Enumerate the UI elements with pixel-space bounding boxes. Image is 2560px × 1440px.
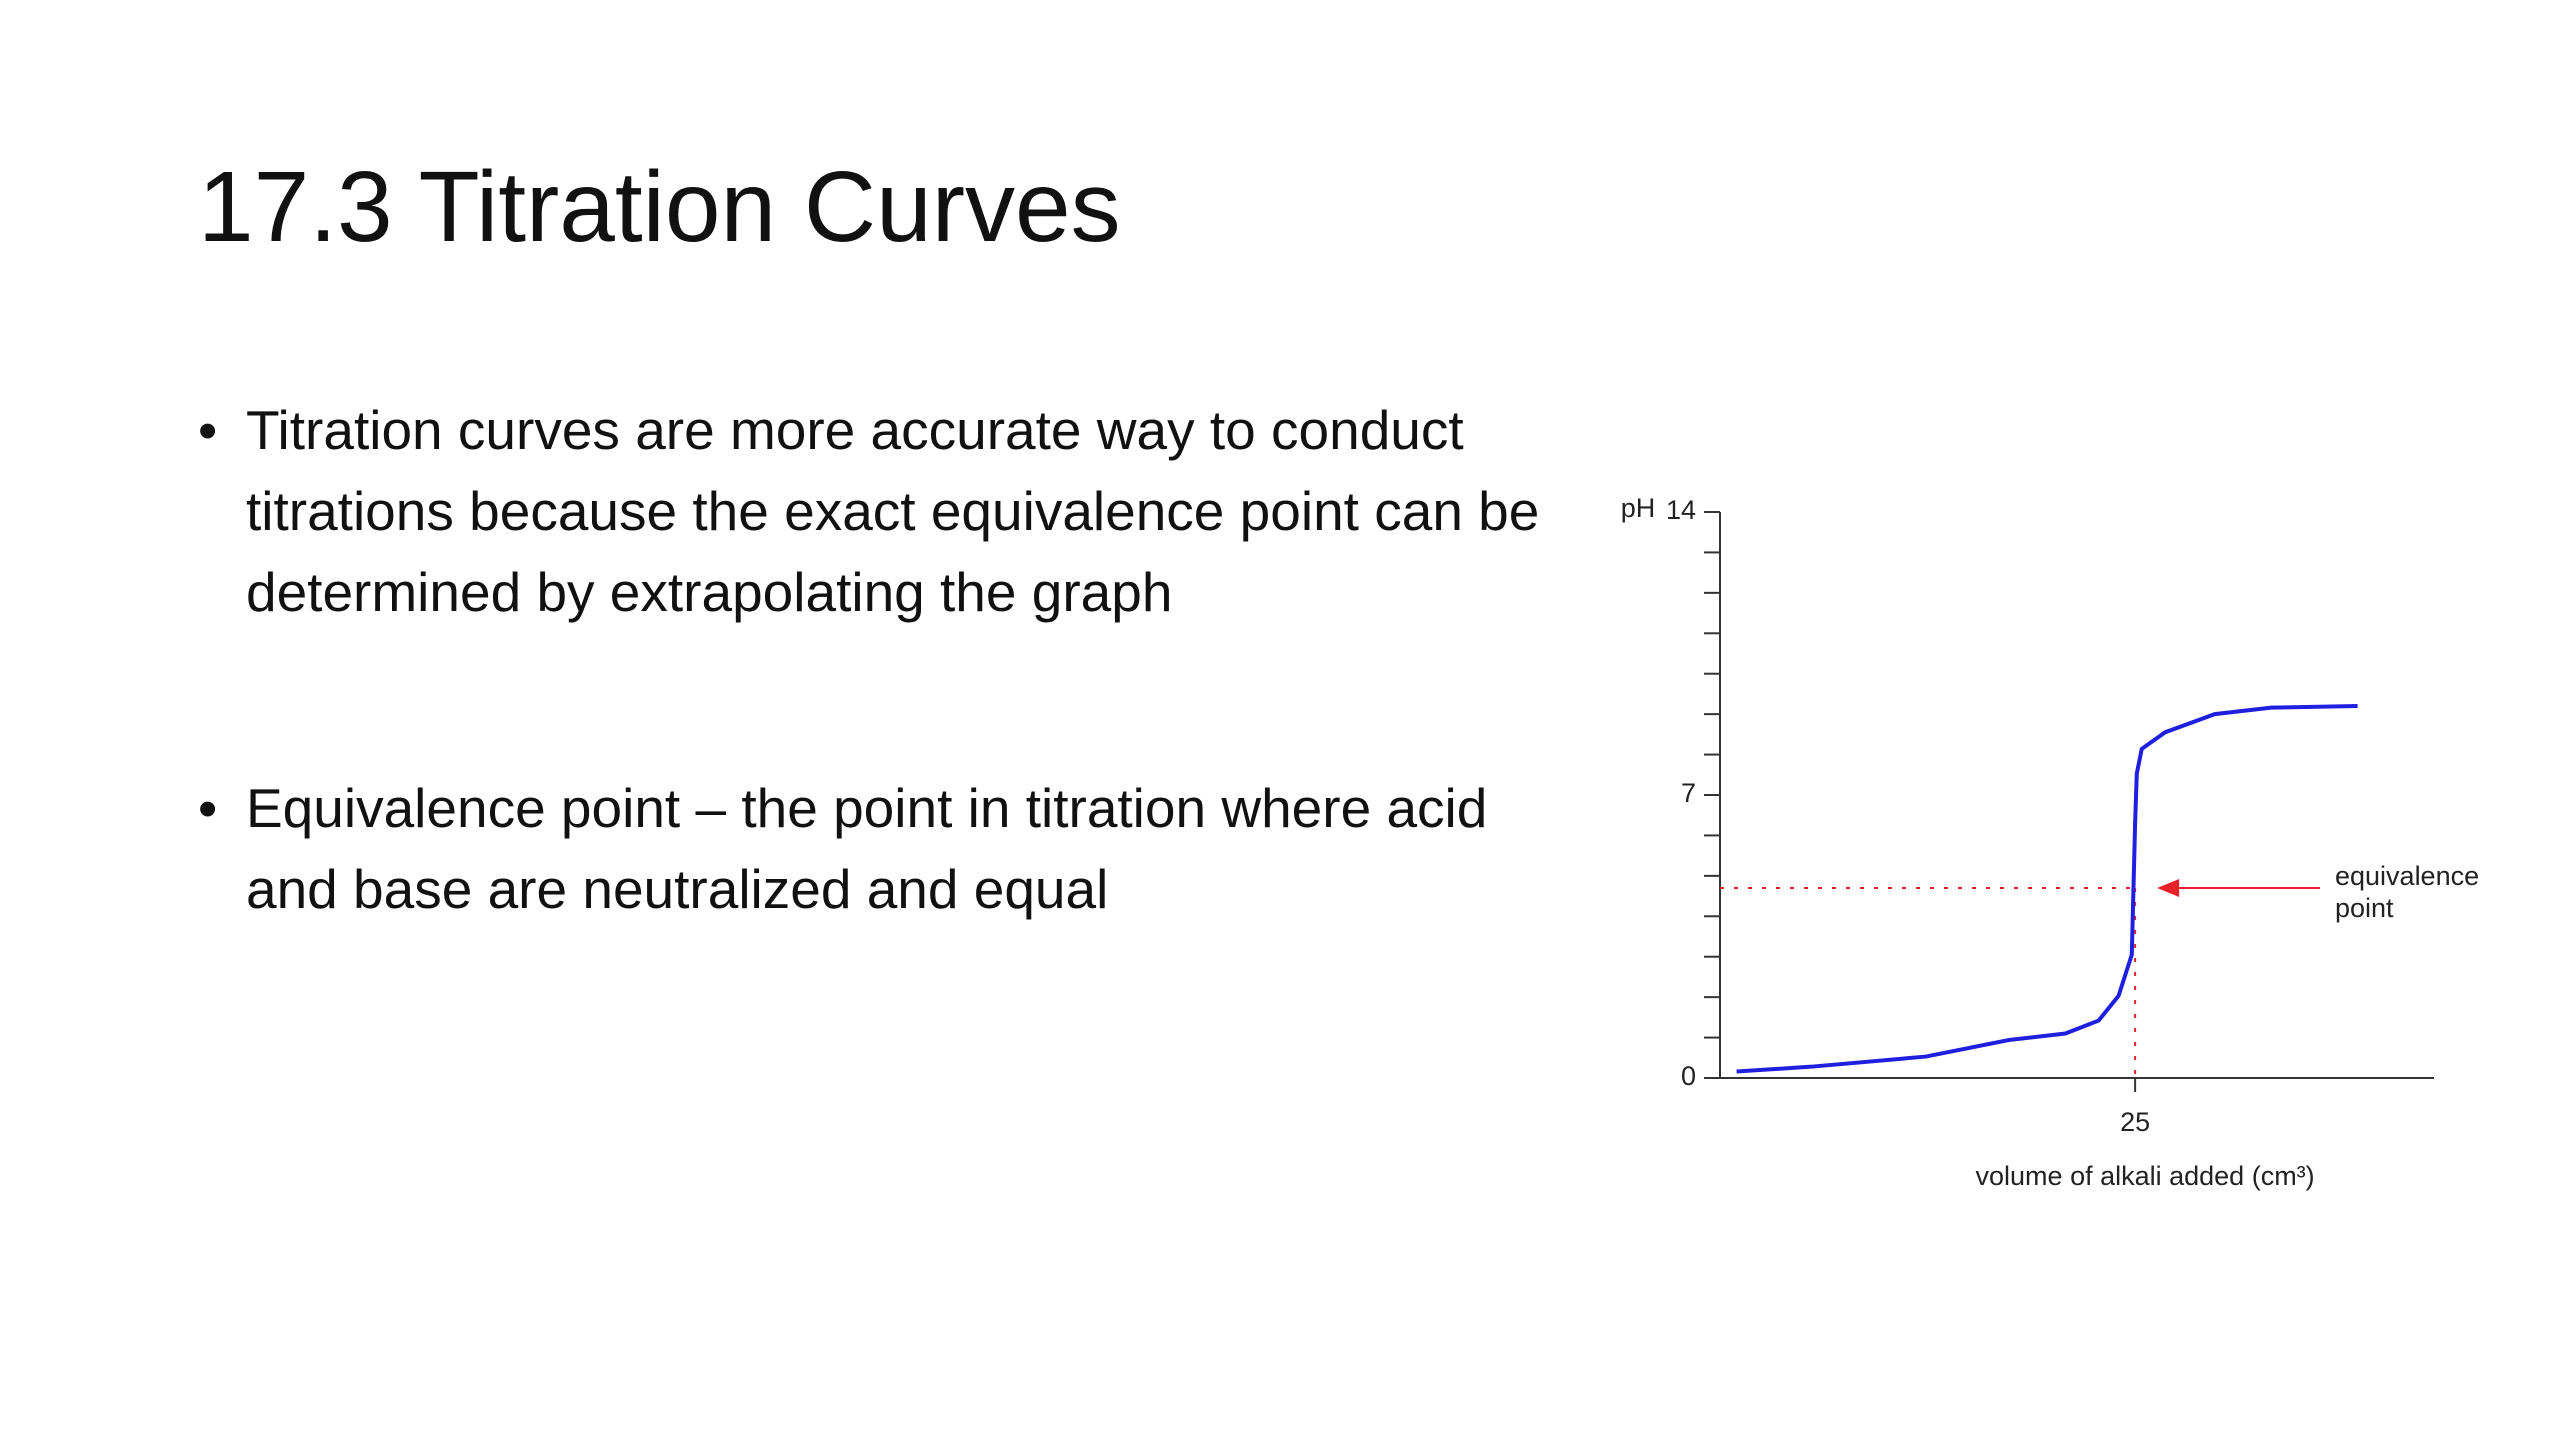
x-tick-label: 25: [2120, 1107, 2150, 1137]
bullet: Equivalence point – the point in titrati…: [198, 768, 1548, 930]
y-tick-label: 7: [1681, 778, 1696, 808]
y-tick-label: 0: [1681, 1061, 1696, 1091]
bullet: Titration curves are more accurate way t…: [198, 390, 1548, 633]
arrow-head: [2157, 878, 2180, 897]
titration-curve: [1736, 704, 2358, 1074]
slide-title: 17.3 Titration Curves: [198, 151, 1121, 263]
bullet-list: Titration curves are more accurate way t…: [198, 390, 1548, 1065]
y-axis-label: pH: [1621, 493, 1656, 523]
annotation-label: equivalence point: [2335, 861, 2487, 923]
x-axis-label: volume of alkali added (cm³): [1976, 1161, 2315, 1191]
y-tick-label: 14: [1666, 495, 1696, 525]
